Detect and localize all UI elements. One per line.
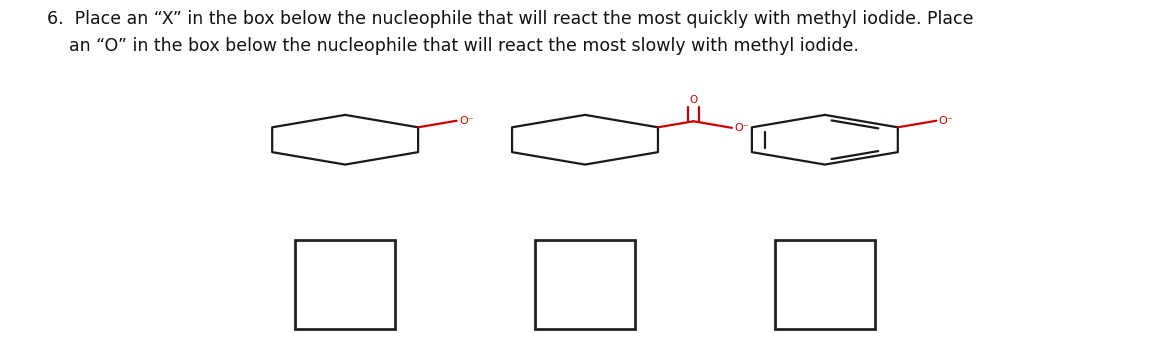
Text: O: O — [689, 96, 697, 106]
Bar — [535, 240, 634, 329]
Bar — [295, 240, 395, 329]
Text: O⁻: O⁻ — [735, 123, 749, 133]
Bar — [775, 240, 874, 329]
Text: 6.  Place an “X” in the box below the nucleophile that will react the most quick: 6. Place an “X” in the box below the nuc… — [47, 10, 973, 55]
Text: O⁻: O⁻ — [459, 116, 474, 126]
Text: O⁻: O⁻ — [938, 116, 954, 126]
